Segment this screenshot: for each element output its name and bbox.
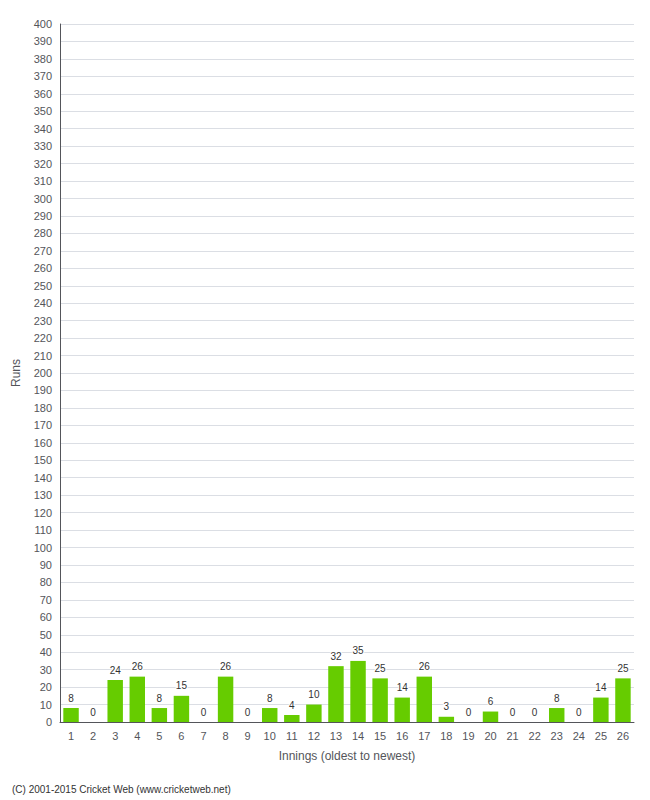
svg-text:390: 390 (34, 35, 52, 47)
svg-text:19: 19 (462, 730, 474, 742)
svg-text:140: 140 (34, 472, 52, 484)
svg-text:25: 25 (617, 663, 629, 674)
svg-text:3: 3 (444, 701, 450, 712)
svg-text:10: 10 (264, 730, 276, 742)
svg-text:340: 340 (34, 123, 52, 135)
svg-text:270: 270 (34, 245, 52, 257)
svg-text:32: 32 (330, 651, 342, 662)
svg-text:290: 290 (34, 210, 52, 222)
svg-text:310: 310 (34, 175, 52, 187)
svg-text:25: 25 (375, 663, 387, 674)
svg-text:260: 260 (34, 262, 52, 274)
svg-text:Runs: Runs (9, 359, 23, 387)
svg-text:26: 26 (132, 661, 144, 672)
svg-text:200: 200 (34, 367, 52, 379)
svg-text:14: 14 (352, 730, 364, 742)
svg-text:50: 50 (40, 629, 52, 641)
svg-text:12: 12 (308, 730, 320, 742)
svg-text:0: 0 (245, 707, 251, 718)
svg-text:35: 35 (352, 645, 364, 656)
svg-text:280: 280 (34, 227, 52, 239)
svg-text:180: 180 (34, 402, 52, 414)
svg-text:400: 400 (34, 18, 52, 30)
svg-text:26: 26 (617, 730, 629, 742)
svg-text:18: 18 (440, 730, 452, 742)
svg-text:230: 230 (34, 315, 52, 327)
svg-text:0: 0 (46, 716, 52, 728)
svg-text:0: 0 (510, 707, 516, 718)
svg-text:380: 380 (34, 53, 52, 65)
svg-text:100: 100 (34, 542, 52, 554)
svg-text:16: 16 (396, 730, 408, 742)
svg-text:8: 8 (554, 693, 560, 704)
svg-text:14: 14 (397, 682, 409, 693)
svg-text:15: 15 (374, 730, 386, 742)
svg-text:10: 10 (40, 699, 52, 711)
svg-text:0: 0 (201, 707, 207, 718)
svg-text:150: 150 (34, 454, 52, 466)
svg-text:23: 23 (551, 730, 563, 742)
svg-text:370: 370 (34, 70, 52, 82)
svg-text:90: 90 (40, 559, 52, 571)
svg-text:160: 160 (34, 437, 52, 449)
svg-text:8: 8 (267, 693, 273, 704)
svg-text:220: 220 (34, 332, 52, 344)
svg-text:(C) 2001-2015 Cricket Web (www: (C) 2001-2015 Cricket Web (www.cricketwe… (12, 784, 231, 795)
svg-text:5: 5 (156, 730, 162, 742)
svg-text:14: 14 (595, 682, 607, 693)
svg-text:0: 0 (466, 707, 472, 718)
svg-text:9: 9 (245, 730, 251, 742)
svg-text:1: 1 (68, 730, 74, 742)
svg-text:360: 360 (34, 88, 52, 100)
svg-text:4: 4 (134, 730, 140, 742)
svg-text:40: 40 (40, 646, 52, 658)
svg-text:7: 7 (200, 730, 206, 742)
svg-text:17: 17 (418, 730, 430, 742)
svg-text:26: 26 (220, 661, 232, 672)
svg-text:130: 130 (34, 489, 52, 501)
svg-text:6: 6 (178, 730, 184, 742)
svg-text:24: 24 (573, 730, 585, 742)
svg-text:0: 0 (532, 707, 538, 718)
svg-text:30: 30 (40, 664, 52, 676)
svg-text:21: 21 (506, 730, 518, 742)
svg-text:120: 120 (34, 507, 52, 519)
svg-text:3: 3 (112, 730, 118, 742)
svg-text:4: 4 (289, 700, 295, 711)
svg-text:25: 25 (595, 730, 607, 742)
svg-text:70: 70 (40, 594, 52, 606)
svg-text:190: 190 (34, 384, 52, 396)
svg-text:0: 0 (90, 707, 96, 718)
svg-text:26: 26 (419, 661, 431, 672)
svg-text:210: 210 (34, 350, 52, 362)
svg-text:240: 240 (34, 297, 52, 309)
svg-text:10: 10 (308, 689, 320, 700)
svg-text:6: 6 (488, 696, 494, 707)
svg-text:8: 8 (68, 693, 74, 704)
svg-text:300: 300 (34, 193, 52, 205)
svg-text:110: 110 (34, 524, 52, 536)
svg-text:20: 20 (484, 730, 496, 742)
svg-text:170: 170 (34, 419, 52, 431)
svg-text:8: 8 (157, 693, 163, 704)
svg-text:24: 24 (110, 665, 122, 676)
svg-text:8: 8 (223, 730, 229, 742)
svg-text:2: 2 (90, 730, 96, 742)
svg-text:60: 60 (40, 611, 52, 623)
svg-text:22: 22 (529, 730, 541, 742)
svg-text:350: 350 (34, 105, 52, 117)
svg-text:15: 15 (176, 680, 188, 691)
svg-text:80: 80 (40, 576, 52, 588)
svg-text:11: 11 (286, 730, 297, 742)
svg-text:13: 13 (330, 730, 342, 742)
svg-text:320: 320 (34, 158, 52, 170)
svg-text:20: 20 (40, 681, 52, 693)
svg-text:Innings (oldest to newest): Innings (oldest to newest) (279, 749, 416, 763)
svg-text:0: 0 (576, 707, 582, 718)
svg-text:330: 330 (34, 140, 52, 152)
svg-text:250: 250 (34, 280, 52, 292)
